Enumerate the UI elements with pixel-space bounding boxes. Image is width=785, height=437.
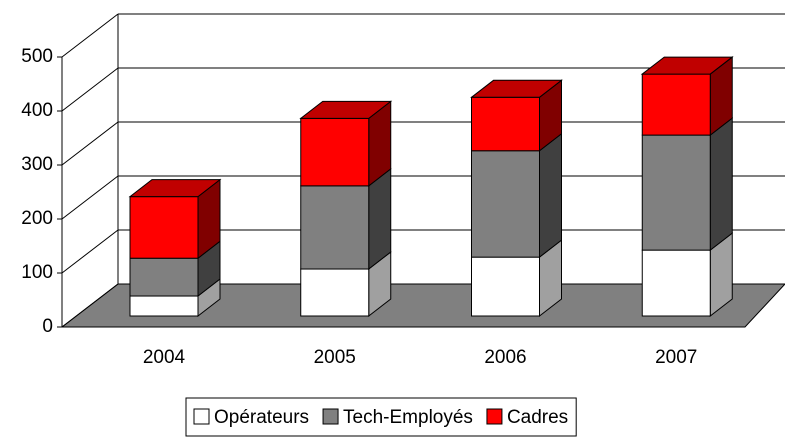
bar [300,185,370,270]
bar [300,268,370,317]
bar [471,150,540,258]
legend-swatch [486,408,503,425]
bar-top [470,79,563,98]
bar [300,117,370,187]
bar [129,196,199,259]
legend-swatch [193,408,210,425]
x-tick-label: 2004 [143,347,186,368]
grid-line [61,229,119,274]
bar-side [539,132,562,259]
x-tick-label: 2007 [655,347,697,368]
y-tick-label: 0 [42,316,53,337]
bar [641,249,711,317]
bar [641,134,711,251]
y-tick-label: 300 [21,154,53,175]
x-tick-label: 2005 [314,347,356,368]
grid-line [61,67,119,112]
bar-top [640,56,734,75]
y-tick-label: 100 [21,262,53,283]
legend-swatch [322,408,339,425]
grid-line [61,175,119,220]
grid-line [61,283,119,328]
bar [129,257,199,297]
grid-line [61,13,119,58]
y-tick-label: 500 [21,46,53,67]
bar-side [709,117,733,252]
bar-top [128,179,222,198]
legend: Opérateurs Tech-Employés Cadres [185,397,577,437]
legend-label: Cadres [507,407,568,428]
x-tick-label: 2006 [484,347,526,368]
bar [129,295,199,317]
grid-line [61,121,119,166]
bar [471,96,540,152]
y-tick-label: 200 [21,208,53,229]
bar-top [299,100,393,119]
legend-box [185,397,577,437]
bar [471,256,540,317]
y-tick-label: 400 [21,100,53,121]
legend-label: Tech-Employés [343,407,473,428]
bar [641,73,711,136]
legend-label: Opérateurs [214,407,309,428]
